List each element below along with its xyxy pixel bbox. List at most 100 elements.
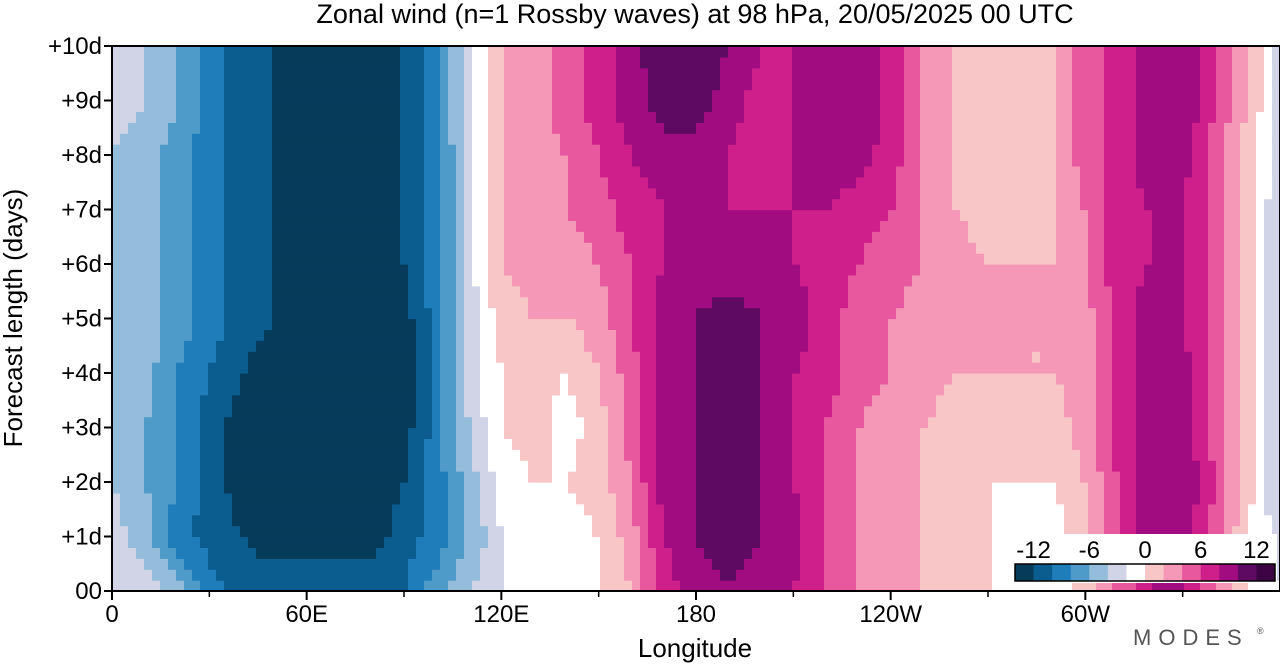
heatmap-cell [608, 471, 617, 483]
heatmap-cell [152, 492, 161, 505]
heatmap-cell [808, 329, 817, 341]
heatmap-cell [832, 285, 841, 298]
heatmap-cell [736, 438, 745, 450]
heatmap-cell [552, 296, 561, 309]
heatmap-cell [568, 264, 577, 276]
heatmap-cell [760, 264, 769, 276]
heatmap-cell [424, 296, 433, 309]
heatmap-cell [432, 449, 441, 461]
heatmap-cell [424, 460, 433, 472]
heatmap-cell [864, 536, 873, 548]
heatmap-cell [1000, 373, 1009, 385]
heatmap-cell [1104, 427, 1113, 439]
heatmap-cell [848, 525, 857, 538]
heatmap-cell [272, 231, 281, 243]
heatmap-cell [352, 438, 361, 450]
heatmap-cell [456, 514, 465, 527]
heatmap-cell [936, 274, 945, 287]
heatmap-cell [896, 525, 905, 538]
heatmap-cell [1096, 373, 1105, 385]
heatmap-cell [1032, 220, 1041, 232]
heatmap-cell [1128, 307, 1137, 320]
heatmap-cell [840, 340, 849, 352]
heatmap-cell [648, 449, 657, 461]
heatmap-cell [776, 242, 785, 254]
heatmap-cell [800, 482, 809, 494]
heatmap-cell [1216, 460, 1225, 472]
heatmap-cell [184, 405, 193, 418]
heatmap-cell [272, 449, 281, 461]
heatmap-cell [112, 231, 121, 243]
heatmap-cell [728, 296, 737, 309]
heatmap-cell [584, 569, 593, 581]
heatmap-cell [800, 231, 809, 243]
heatmap-cell [944, 264, 953, 276]
heatmap-cell [848, 547, 857, 559]
heatmap-cell [848, 318, 857, 330]
heatmap-cell [664, 253, 673, 265]
heatmap-cell [384, 427, 393, 439]
heatmap-cell [968, 471, 977, 483]
heatmap-cell [984, 536, 993, 548]
heatmap-cell [432, 340, 441, 352]
heatmap-cell [800, 351, 809, 363]
heatmap-cell [568, 253, 577, 265]
heatmap-cell [344, 536, 353, 548]
heatmap-cell [176, 242, 185, 254]
heatmap-cell [1224, 438, 1233, 450]
heatmap-cell [1216, 220, 1225, 232]
heatmap-cell [176, 351, 185, 363]
heatmap-cell [784, 416, 793, 429]
heatmap-cell [504, 318, 513, 330]
heatmap-cell [632, 351, 641, 363]
heatmap-cell [632, 514, 641, 527]
heatmap-cell [728, 264, 737, 276]
heatmap-cell [152, 405, 161, 418]
heatmap-cell [568, 558, 577, 570]
heatmap-cell [728, 340, 737, 352]
heatmap-cell [1152, 351, 1161, 363]
heatmap-cell [1064, 307, 1073, 320]
heatmap-cell [1264, 525, 1273, 538]
heatmap-cell [1152, 460, 1161, 472]
heatmap-cell [424, 264, 433, 276]
heatmap-cell [248, 318, 257, 330]
heatmap-cell [440, 307, 449, 320]
heatmap-cell [848, 351, 857, 363]
heatmap-cell [840, 253, 849, 265]
heatmap-cell [1152, 514, 1161, 527]
heatmap-cell [816, 569, 825, 581]
heatmap-cell [472, 242, 481, 254]
heatmap-cell [328, 558, 337, 570]
heatmap-cell [432, 558, 441, 570]
heatmap-cell [720, 482, 729, 494]
heatmap-cell [1104, 416, 1113, 429]
heatmap-cell [832, 231, 841, 243]
heatmap-cell [968, 351, 977, 363]
heatmap-cell [1136, 416, 1145, 429]
heatmap-cell [872, 525, 881, 538]
heatmap-cell [672, 242, 681, 254]
heatmap-cell [960, 460, 969, 472]
heatmap-cell [352, 307, 361, 320]
heatmap-cell [1008, 274, 1017, 287]
heatmap-cell [920, 362, 929, 374]
heatmap-cell [864, 253, 873, 265]
heatmap-cell [296, 274, 305, 287]
heatmap-cell [184, 307, 193, 320]
heatmap-cell [1184, 427, 1193, 439]
heatmap-cell [312, 220, 321, 232]
heatmap-cell [320, 362, 329, 374]
heatmap-cell [272, 340, 281, 352]
heatmap-cell [352, 285, 361, 298]
heatmap-cell [800, 242, 809, 254]
heatmap-cell [504, 329, 513, 341]
heatmap-cell [768, 569, 777, 581]
heatmap-cell [312, 471, 321, 483]
heatmap-cell [536, 438, 545, 450]
heatmap-cell [408, 503, 417, 516]
heatmap-cell [928, 547, 937, 559]
heatmap-cell [440, 471, 449, 483]
heatmap-cell [768, 492, 777, 505]
heatmap-cell [456, 536, 465, 548]
